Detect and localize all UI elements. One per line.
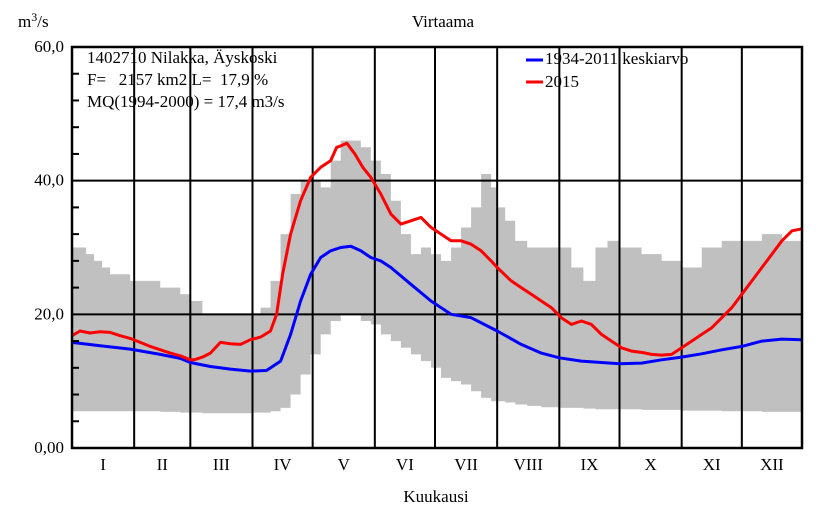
x-tick-label: VI (396, 455, 414, 474)
legend-label-mean: 1934-2011 keskiarvo (545, 49, 688, 68)
x-tick-label: VIII (514, 455, 544, 474)
x-axis-label: Kuukausi (403, 487, 468, 506)
plot-frame-layer (70, 45, 804, 450)
x-tick-label: VII (454, 455, 478, 474)
grid-layer (72, 47, 802, 448)
x-tick-label: XI (703, 455, 721, 474)
legend: 1934-2011 keskiarvo 2015 (526, 49, 688, 91)
y-tick-label: 0,00 (34, 438, 64, 457)
y-tick-label: 40,0 (34, 171, 64, 190)
station-info-line-2: F= 2157 km2 L= 17,9 % (87, 70, 268, 89)
x-tick-label: I (100, 455, 106, 474)
series-layer (71, 141, 803, 373)
y-tick-label: 20,0 (34, 304, 64, 323)
x-tick-label: IV (274, 455, 293, 474)
y-axis-label: m3/s (18, 10, 49, 31)
series-line-2015 (71, 141, 803, 362)
series-line-mean (71, 244, 803, 373)
y-tick-label: 60,0 (34, 37, 64, 56)
x-tick-label: IX (580, 455, 598, 474)
y-axis-label-rest: /s (37, 12, 48, 31)
y-axis-label-sup: 3 (31, 10, 37, 24)
legend-label-2015: 2015 (545, 72, 579, 91)
station-info-line-3: MQ(1994-2000) = 17,4 m3/s (87, 92, 285, 111)
x-tick-label: X (644, 455, 656, 474)
x-tick-label: III (213, 455, 230, 474)
station-info-line-1: 1402710 Nilakka, Äyskoski (87, 48, 278, 67)
x-tick-label: V (338, 455, 351, 474)
plot-frame (70, 45, 804, 450)
chart-title: Virtaama (412, 12, 475, 31)
station-info: 1402710 Nilakka, Äyskoski F= 2157 km2 L=… (87, 48, 285, 111)
x-tick-label: XII (760, 455, 784, 474)
y-axis-label-base: m (18, 12, 31, 31)
x-tick-label: II (157, 455, 169, 474)
